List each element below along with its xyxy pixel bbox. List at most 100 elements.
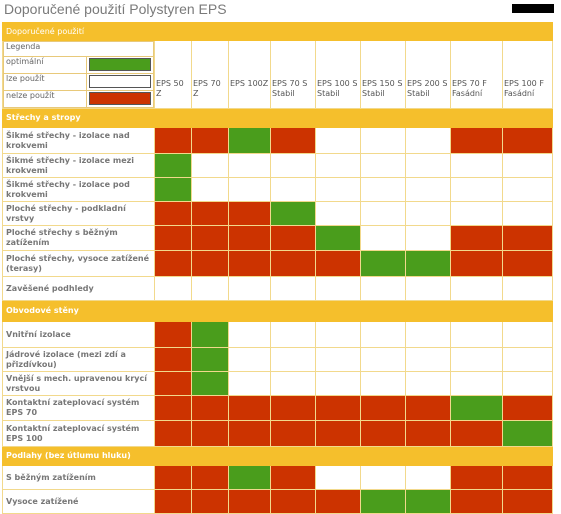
cell-possible <box>360 321 406 348</box>
column-header: EPS 70 F Fasádní <box>452 79 487 98</box>
cell-possible <box>228 276 271 301</box>
column-header: EPS 200 S Stabil <box>407 79 448 98</box>
table-title: Doporučené použití <box>1 22 554 41</box>
cell-possible <box>405 153 451 178</box>
cell-optimal <box>405 489 451 514</box>
cell-not-possible <box>315 489 361 514</box>
cell-possible <box>270 276 316 301</box>
row-label: S běžným zatížením <box>2 465 155 490</box>
cell-not-possible <box>154 201 192 226</box>
column-header-cell: EPS 70 Z <box>191 40 229 109</box>
table-row: Šikmé střechy - izolace pod krokvemi <box>2 177 554 202</box>
table-row: Vnější s mech. upravenou krycí vrstvou <box>2 371 554 396</box>
cell-possible <box>501 371 554 396</box>
cell-possible <box>450 371 503 396</box>
cell-possible <box>360 153 406 178</box>
legend-swatch-possible <box>89 75 151 88</box>
cell-not-possible <box>450 489 503 514</box>
cell-possible <box>315 321 361 348</box>
cell-possible <box>501 321 554 348</box>
cell-optimal <box>501 420 554 447</box>
row-label: Vnitřní izolace <box>2 321 155 348</box>
column-header-cell: EPS 150 S Stabil <box>360 40 406 109</box>
table-row: Ploché střechy - podkladní vrstvy <box>2 201 554 226</box>
cell-possible <box>228 347 271 372</box>
column-header: EPS 150 S Stabil <box>362 79 403 98</box>
cell-possible <box>501 347 554 372</box>
cell-not-possible <box>154 489 192 514</box>
column-header-cell: EPS 70 F Fasádní <box>450 40 503 109</box>
usage-table: Doporučené použití Legenda optimální lze… <box>1 22 554 514</box>
cell-possible <box>405 201 451 226</box>
cell-optimal <box>228 127 271 154</box>
table-row: Ploché střechy s běžným zatížením <box>2 225 554 251</box>
cell-possible <box>360 371 406 396</box>
cell-not-possible <box>450 127 503 154</box>
cell-not-possible <box>450 250 503 277</box>
cell-possible <box>501 276 554 301</box>
cell-not-possible <box>228 395 271 421</box>
row-label: Ploché střechy - podkladní vrstvy <box>2 201 155 226</box>
cell-possible <box>270 153 316 178</box>
cell-possible <box>315 153 361 178</box>
cell-not-possible <box>154 250 192 277</box>
cell-not-possible <box>270 225 316 251</box>
column-header: EPS 100Z <box>230 79 269 88</box>
column-header-cell: EPS 70 S Stabil <box>270 40 316 109</box>
cell-possible <box>450 201 503 226</box>
table-row: Kontaktní zateplovací systém EPS 100 <box>2 420 554 447</box>
table-row: S běžným zatížením <box>2 465 554 490</box>
row-label: Kontaktní zateplovací systém EPS 100 <box>2 420 155 447</box>
cell-possible <box>315 276 361 301</box>
cell-optimal <box>191 321 229 348</box>
cell-possible <box>191 177 229 202</box>
redacted-block <box>512 4 554 13</box>
cell-possible <box>501 177 554 202</box>
cell-possible <box>360 276 406 301</box>
row-label: Zavěšené podhledy <box>2 276 155 301</box>
cell-not-possible <box>405 420 451 447</box>
cell-possible <box>450 177 503 202</box>
cell-possible <box>450 347 503 372</box>
cell-not-possible <box>450 225 503 251</box>
cell-not-possible <box>191 489 229 514</box>
cell-possible <box>228 321 271 348</box>
cell-possible <box>228 153 271 178</box>
cell-optimal <box>315 225 361 251</box>
cell-not-possible <box>154 465 192 490</box>
table-row: Šikmé střechy - izolace mezi krokvemi <box>2 153 554 178</box>
cell-not-possible <box>154 420 192 447</box>
table-row: Šikmé střechy - izolace nad krokvemi <box>2 127 554 154</box>
row-label: Kontaktní zateplovací systém EPS 70 <box>2 395 155 421</box>
column-header: EPS 50 Z <box>156 79 184 98</box>
cell-not-possible <box>405 395 451 421</box>
cell-optimal <box>270 201 316 226</box>
table-row: Ploché střechy, vysoce zatížené (terasy) <box>2 250 554 277</box>
table-row: Vysoce zatížené <box>2 489 554 514</box>
row-label: Šikmé střechy - izolace pod krokvemi <box>2 177 155 202</box>
row-label: Jádrové izolace (mezi zdí a přizdívkou) <box>2 347 155 372</box>
cell-not-possible <box>228 250 271 277</box>
row-label: Ploché střechy, vysoce zatížené (terasy) <box>2 250 155 277</box>
cell-not-possible <box>315 395 361 421</box>
cell-possible <box>450 321 503 348</box>
column-header-cell: EPS 200 S Stabil <box>405 40 451 109</box>
table-row: Zavěšené podhledy <box>2 276 554 301</box>
cell-possible <box>405 177 451 202</box>
cell-not-possible <box>315 420 361 447</box>
cell-not-possible <box>501 395 554 421</box>
cell-possible <box>405 276 451 301</box>
cell-optimal <box>405 250 451 277</box>
cell-not-possible <box>154 321 192 348</box>
cell-possible <box>450 153 503 178</box>
cell-not-possible <box>270 395 316 421</box>
cell-not-possible <box>191 127 229 154</box>
cell-not-possible <box>360 395 406 421</box>
cell-not-possible <box>191 225 229 251</box>
cell-possible <box>191 276 229 301</box>
legend-label-not-possible: nelze použít <box>3 90 87 108</box>
cell-not-possible <box>450 420 503 447</box>
cell-possible <box>315 347 361 372</box>
cell-possible <box>405 321 451 348</box>
cell-possible <box>450 276 503 301</box>
